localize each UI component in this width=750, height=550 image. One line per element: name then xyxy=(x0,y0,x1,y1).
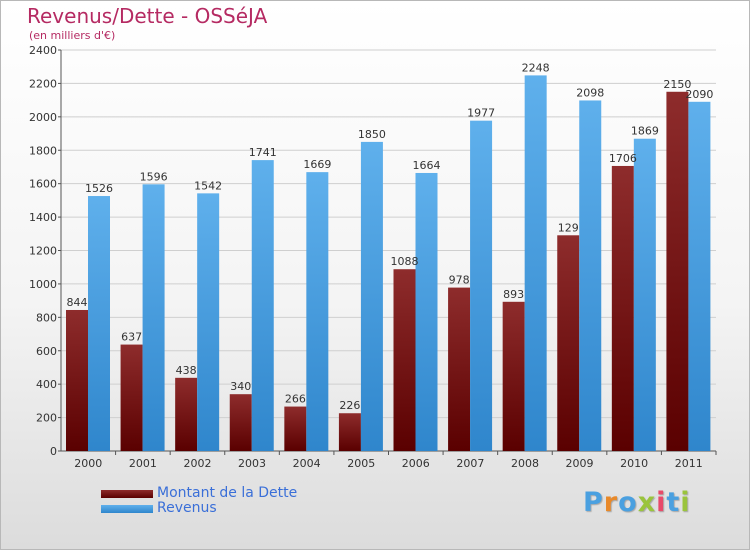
y-tick-label-400: 400 xyxy=(36,378,57,391)
bar-revenue-2003 xyxy=(251,160,274,451)
data-label-revenue-2001: 1596 xyxy=(140,170,168,183)
y-tick-label-800: 800 xyxy=(36,311,57,324)
bar-debt-2006 xyxy=(393,269,416,451)
y-tick-label-2000: 2000 xyxy=(29,111,57,124)
data-label-revenue-2011: 2090 xyxy=(685,88,713,101)
x-tick-label-2007: 2007 xyxy=(456,457,484,470)
data-label-debt-2000: 844 xyxy=(67,296,88,309)
data-label-debt-2006: 1088 xyxy=(391,255,419,268)
data-labels: 844 1526 637 1596 438 1542 340 1741 266 1669 226 18… xyxy=(67,61,714,412)
bar-revenue-2009 xyxy=(579,100,602,451)
bar-revenue-2000 xyxy=(88,196,110,451)
data-label-debt-2005: 226 xyxy=(339,399,360,412)
bar-debt-2004 xyxy=(284,406,307,451)
data-label-debt-2004: 266 xyxy=(285,393,306,406)
bar-debt-2009 xyxy=(557,235,580,451)
chart-subtitle: (en milliers d'€) xyxy=(29,29,116,42)
y-tick-label-1200: 1200 xyxy=(29,245,57,258)
y-tick-label-0: 0 xyxy=(50,445,57,458)
x-tick-label-2004: 2004 xyxy=(293,457,321,470)
x-tick-label-2000: 2000 xyxy=(74,457,102,470)
data-label-revenue-2010: 1869 xyxy=(631,125,659,138)
grid-lines xyxy=(61,49,716,452)
data-label-debt-2008: 893 xyxy=(503,288,524,301)
y-tick-label-200: 200 xyxy=(36,412,57,425)
legend-swatch-debt xyxy=(101,490,153,498)
bar-debt-2010 xyxy=(611,165,634,452)
bar-revenue-2001 xyxy=(142,184,165,451)
chart-title: Revenus/Dette - OSSéJA xyxy=(27,4,268,28)
bar-revenue-2008 xyxy=(524,75,547,451)
y-tick-label-600: 600 xyxy=(36,345,57,358)
data-label-revenue-2008: 2248 xyxy=(522,61,550,74)
data-label-revenue-2003: 1741 xyxy=(249,146,277,159)
y-tick-label-2200: 2200 xyxy=(29,77,57,90)
data-label-debt-2002: 438 xyxy=(176,364,197,377)
bar-debt-2005 xyxy=(338,413,361,451)
bar-debt-2007 xyxy=(448,287,471,451)
bar-revenue-2011 xyxy=(688,101,711,451)
data-label-revenue-2006: 1664 xyxy=(413,159,441,172)
data-label-revenue-2004: 1669 xyxy=(303,158,331,171)
data-label-debt-2001: 637 xyxy=(121,331,142,344)
data-label-revenue-2000: 1526 xyxy=(85,182,113,195)
x-tick-label-2003: 2003 xyxy=(238,457,266,470)
bar-debt-2011 xyxy=(666,91,689,451)
x-tick-label-2008: 2008 xyxy=(511,457,539,470)
data-label-debt-2011: 2150 xyxy=(663,78,691,91)
bar-debt-2003 xyxy=(229,394,252,451)
bar-debt-2002 xyxy=(175,377,198,451)
data-label-revenue-2005: 1850 xyxy=(358,128,386,141)
legend-label-revenue: Revenus xyxy=(157,500,217,516)
x-tick-label-2011: 2011 xyxy=(675,457,703,470)
bars xyxy=(66,75,711,452)
x-tick-label-2001: 2001 xyxy=(129,457,157,470)
x-tick-label-2009: 2009 xyxy=(566,457,594,470)
bar-revenue-2004 xyxy=(306,172,329,451)
data-label-revenue-2009: 2098 xyxy=(576,86,604,99)
y-tick-label-1400: 1400 xyxy=(29,211,57,224)
data-label-debt-2009: 129 xyxy=(558,221,579,234)
y-tick-label-2400: 2400 xyxy=(29,44,57,57)
proxiti-logo: Proxiti xyxy=(583,487,691,518)
data-label-revenue-2007: 1977 xyxy=(467,107,495,120)
y-tick-label-1600: 1600 xyxy=(29,178,57,191)
y-tick-label-1000: 1000 xyxy=(29,278,57,291)
data-label-debt-2003: 340 xyxy=(230,380,251,393)
legend-swatch-revenue xyxy=(101,505,153,513)
bar-debt-2008 xyxy=(502,301,525,451)
bar-revenue-2002 xyxy=(197,193,220,452)
legend-label-debt: Montant de la Dette xyxy=(157,485,298,501)
data-label-revenue-2002: 1542 xyxy=(194,179,222,192)
bar-debt-2000 xyxy=(66,309,88,451)
bar-debt-2001 xyxy=(120,344,143,451)
bar-revenue-2005 xyxy=(360,141,383,452)
bar-revenue-2006 xyxy=(415,172,438,451)
axes: 0 200 400 600 800 1000 1200 1400 1600 1800 2000 220… xyxy=(29,44,717,470)
y-tick-label-1800: 1800 xyxy=(29,144,57,157)
data-label-debt-2007: 978 xyxy=(449,274,470,287)
bar-revenue-2010 xyxy=(633,138,656,451)
bar-revenue-2007 xyxy=(470,120,493,452)
x-tick-label-2002: 2002 xyxy=(183,457,211,470)
x-tick-label-2006: 2006 xyxy=(402,457,430,470)
x-tick-label-2005: 2005 xyxy=(347,457,375,470)
x-tick-label-2010: 2010 xyxy=(620,457,648,470)
data-label-debt-2010: 1706 xyxy=(609,152,637,165)
